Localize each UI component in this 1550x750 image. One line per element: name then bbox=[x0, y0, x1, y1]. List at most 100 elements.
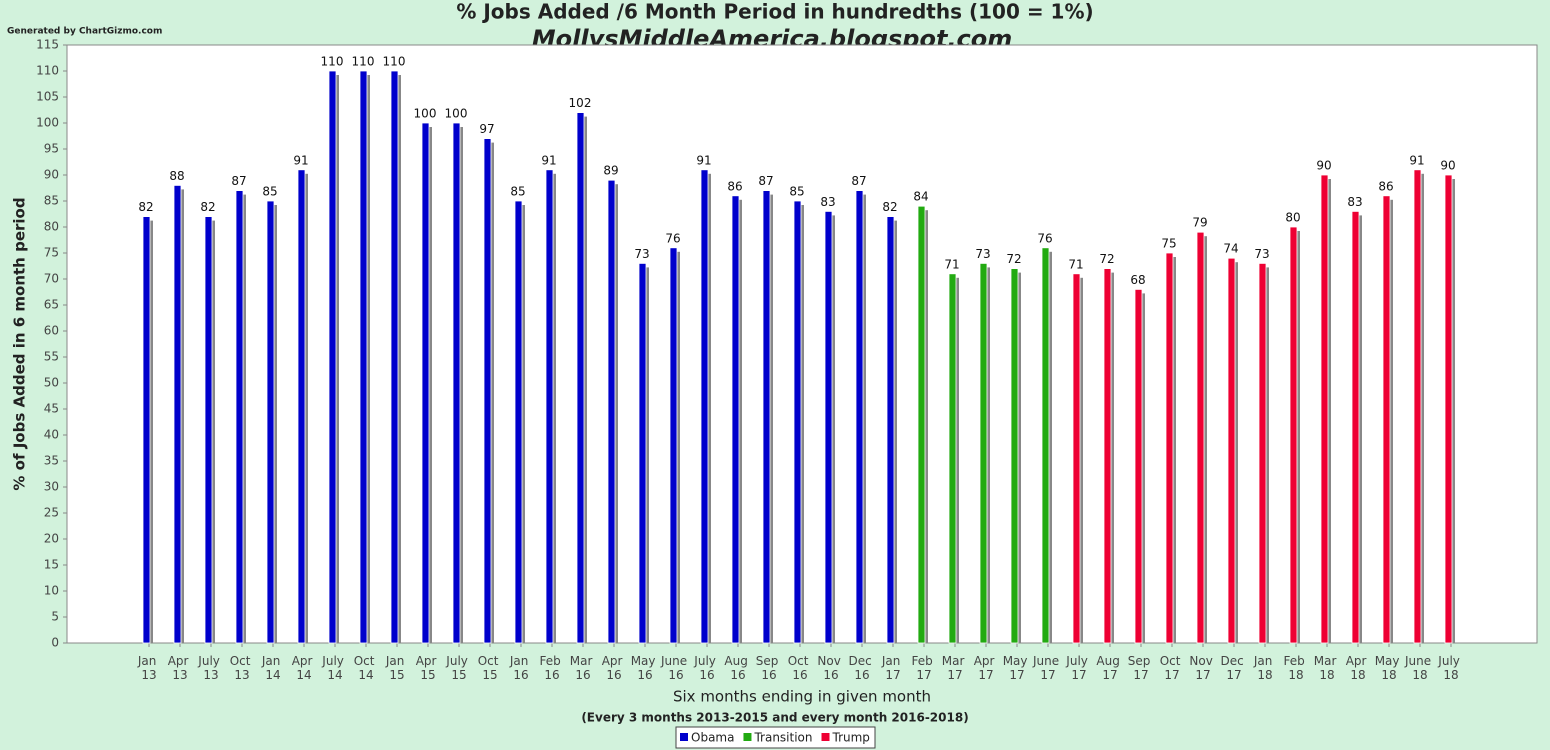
bar bbox=[855, 190, 864, 644]
bar bbox=[204, 216, 213, 644]
x-tick-label: Nov 16 bbox=[817, 654, 844, 682]
value-label: 82 bbox=[882, 200, 897, 214]
value-label: 83 bbox=[820, 195, 835, 209]
x-tick-label: Oct 14 bbox=[354, 654, 379, 682]
x-tick-label: Apr 15 bbox=[416, 654, 441, 682]
value-label: 110 bbox=[321, 55, 344, 69]
value-label: 82 bbox=[200, 200, 215, 214]
value-label: 72 bbox=[1006, 252, 1021, 266]
legend-label: Obama bbox=[691, 731, 734, 745]
value-label: 73 bbox=[1254, 247, 1269, 261]
bar bbox=[483, 138, 492, 644]
value-label: 90 bbox=[1440, 159, 1455, 173]
x-tick-label: Mar 17 bbox=[942, 654, 968, 682]
value-label: 100 bbox=[414, 107, 437, 121]
x-tick-label: Apr 14 bbox=[292, 654, 317, 682]
bar bbox=[452, 122, 461, 644]
bar bbox=[173, 184, 182, 644]
bar bbox=[1103, 268, 1112, 644]
value-label: 82 bbox=[138, 200, 153, 214]
value-label: 90 bbox=[1316, 159, 1331, 173]
value-label: 87 bbox=[758, 174, 773, 188]
y-tick-label: 15 bbox=[44, 558, 59, 572]
legend-label: Transition bbox=[753, 731, 812, 745]
value-label: 72 bbox=[1099, 252, 1114, 266]
bar bbox=[1072, 273, 1081, 644]
x-tick-label: Jan 16 bbox=[509, 654, 532, 682]
value-label: 102 bbox=[569, 96, 592, 110]
value-label: 85 bbox=[262, 185, 277, 199]
x-tick-label: Oct 16 bbox=[788, 654, 813, 682]
x-tick-label: Sep 17 bbox=[1128, 654, 1154, 682]
y-tick-label: 35 bbox=[44, 454, 59, 468]
y-tick-label: 105 bbox=[36, 90, 59, 104]
x-tick-label: Jan 17 bbox=[881, 654, 904, 682]
y-axis-title: % of Jobs Added in 6 month period bbox=[11, 197, 29, 490]
x-tick-label: Jan 18 bbox=[1253, 654, 1276, 682]
y-tick-label: 40 bbox=[44, 428, 59, 442]
legend-swatch bbox=[821, 733, 830, 741]
y-tick-label: 75 bbox=[44, 246, 59, 260]
value-label: 110 bbox=[352, 55, 375, 69]
bar bbox=[979, 262, 988, 644]
value-label: 74 bbox=[1223, 242, 1238, 256]
x-tick-label: Apr 18 bbox=[1346, 654, 1371, 682]
y-tick-label: 30 bbox=[44, 480, 59, 494]
x-tick-label: Aug 16 bbox=[724, 654, 751, 682]
bar bbox=[1351, 210, 1360, 644]
x-tick-label: July 18 bbox=[1437, 654, 1463, 682]
bar bbox=[1258, 262, 1267, 644]
value-label: 85 bbox=[510, 185, 525, 199]
x-tick-label: Apr 17 bbox=[974, 654, 999, 682]
bar bbox=[1289, 226, 1298, 644]
bar bbox=[638, 262, 647, 644]
x-tick-label: June 18 bbox=[1404, 654, 1435, 682]
bar bbox=[1413, 169, 1422, 644]
bar bbox=[1227, 257, 1236, 644]
value-label: 71 bbox=[1068, 257, 1083, 271]
value-label: 91 bbox=[1409, 153, 1424, 167]
x-axis-title: Six months ending in given month bbox=[673, 688, 931, 706]
y-tick-label: 0 bbox=[51, 636, 59, 650]
x-tick-label: July 17 bbox=[1065, 654, 1091, 682]
x-tick-label: July 14 bbox=[321, 654, 347, 682]
x-tick-label: Nov 17 bbox=[1189, 654, 1216, 682]
x-tick-label: Dec 17 bbox=[1220, 654, 1247, 682]
x-tick-label: Apr 16 bbox=[602, 654, 627, 682]
y-tick-label: 65 bbox=[44, 298, 59, 312]
bar bbox=[607, 179, 616, 644]
y-tick-label: 115 bbox=[36, 38, 59, 52]
x-tick-label: Oct 13 bbox=[230, 654, 255, 682]
chart-title: % Jobs Added /6 Month Period in hundredt… bbox=[456, 0, 1093, 24]
y-tick-label: 45 bbox=[44, 402, 59, 416]
value-label: 89 bbox=[603, 164, 618, 178]
value-label: 86 bbox=[1378, 179, 1393, 193]
bar bbox=[1010, 268, 1019, 644]
x-tick-label: Sep 16 bbox=[756, 654, 782, 682]
legend-swatch bbox=[743, 733, 752, 741]
x-tick-label: Jan 14 bbox=[261, 654, 284, 682]
x-tick-label: Jan 13 bbox=[137, 654, 160, 682]
value-label: 79 bbox=[1192, 216, 1207, 230]
value-label: 85 bbox=[789, 185, 804, 199]
y-tick-label: 100 bbox=[36, 116, 59, 130]
x-tick-label: June 16 bbox=[660, 654, 691, 682]
y-tick-label: 110 bbox=[36, 64, 59, 78]
value-label: 84 bbox=[913, 190, 928, 204]
value-label: 75 bbox=[1161, 237, 1176, 251]
y-tick-label: 50 bbox=[44, 376, 59, 390]
legend-swatch bbox=[680, 733, 688, 741]
y-tick-label: 90 bbox=[44, 168, 59, 182]
bar bbox=[1196, 231, 1205, 644]
x-tick-label: July 13 bbox=[197, 654, 223, 682]
x-tick-label: Feb 16 bbox=[539, 654, 564, 682]
x-axis-note: (Every 3 months 2013-2015 and every mont… bbox=[581, 711, 968, 725]
bar bbox=[886, 216, 895, 644]
bar bbox=[297, 169, 306, 644]
y-tick-label: 80 bbox=[44, 220, 59, 234]
value-label: 91 bbox=[541, 153, 556, 167]
bar bbox=[948, 273, 957, 644]
value-label: 73 bbox=[975, 247, 990, 261]
bar bbox=[1134, 288, 1143, 644]
